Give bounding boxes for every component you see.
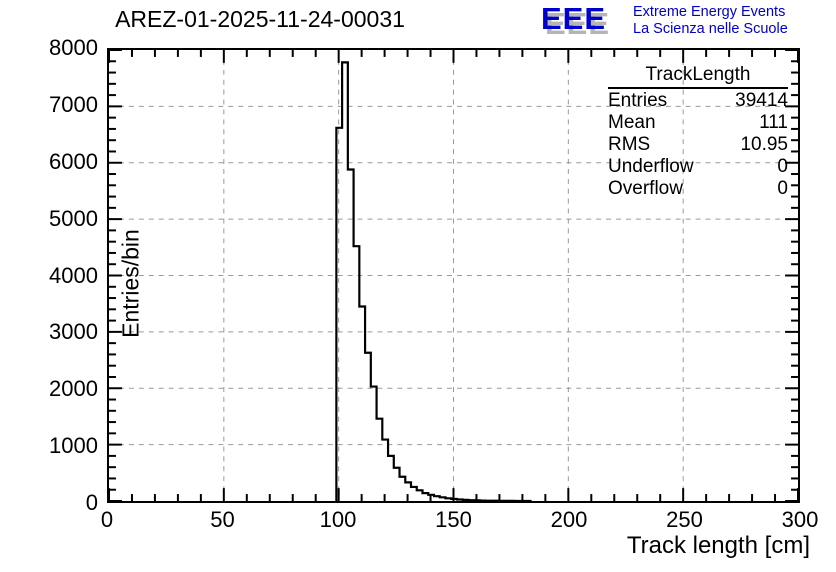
stats-row-key: Overflow (608, 178, 683, 199)
stats-row-key: RMS (608, 134, 651, 155)
y-tick-label-8000: 8000 (49, 35, 98, 60)
stats-row: Underflow 0 (608, 156, 788, 178)
stats-row-key: Underflow (608, 156, 694, 177)
stats-box-rows: Entries 39414 Mean 111 RMS 10.95 Underflow 0 Ove… (608, 90, 788, 200)
x-tick-label-100: 100 (319, 507, 357, 532)
y-axis-title: Entries/bin (117, 229, 144, 338)
stats-row-value: 39414 (735, 90, 788, 111)
stats-row: Mean 111 (608, 112, 788, 134)
stats-row-key: Entries (608, 90, 668, 111)
y-tick-label-6000: 6000 (49, 148, 98, 174)
stats-row-value: 0 (777, 178, 788, 199)
y-tick-label-0: 0 (85, 490, 98, 515)
y-tick-label-1000: 1000 (49, 433, 98, 459)
stats-box-title: TrackLength (608, 64, 788, 89)
histogram-series (335, 61, 532, 503)
x-tick-label-150: 150 (435, 507, 472, 532)
x-tick-label-200: 200 (550, 507, 588, 532)
x-tick-label-250: 250 (666, 507, 703, 532)
stats-row-key: Mean (608, 112, 656, 133)
page-title: AREZ-01-2025-11-24-00031 (115, 6, 405, 32)
axis-ticks-layer (108, 49, 799, 502)
y-tick-label-2000: 2000 (49, 376, 98, 402)
y-tick-label-7000: 7000 (49, 91, 98, 117)
stats-row-value: 111 (759, 112, 788, 133)
stats-box: TrackLength Entries 39414 Mean 111 RMS 10.95 U… (608, 64, 788, 200)
y-tick-label-4000: 4000 (49, 262, 98, 288)
y-tick-label-5000: 5000 (49, 205, 98, 231)
y-tick-label-3000: 3000 (49, 319, 98, 345)
stats-row: RMS 10.95 (608, 134, 788, 156)
x-tick-label-50: 50 (210, 507, 235, 532)
eee-logo-tagline-line1: Extreme Energy Events (633, 4, 786, 20)
eee-logo: EEE EEE Extreme Energy Events La Scienza… (541, 2, 836, 42)
x-tick-label-300: 300 (781, 507, 819, 532)
eee-logo-tagline-line2: La Scienza nelle Scuole (633, 21, 788, 37)
eee-logo-tagline: Extreme Energy Events La Scienza nelle S… (633, 4, 788, 38)
x-axis-title: Track length [cm] (626, 532, 810, 559)
stats-row-value: 10.95 (740, 134, 788, 155)
eee-logo-shadow-text: EEE (545, 6, 611, 41)
eee-logo-text: EEE (541, 1, 607, 36)
stats-row: Entries 39414 (608, 90, 788, 112)
plot-frame: Entries/bin (107, 48, 800, 503)
stats-row: Overflow 0 (608, 178, 788, 200)
stats-row-value: 0 (777, 156, 788, 177)
x-tick-label-0: 0 (100, 507, 114, 532)
